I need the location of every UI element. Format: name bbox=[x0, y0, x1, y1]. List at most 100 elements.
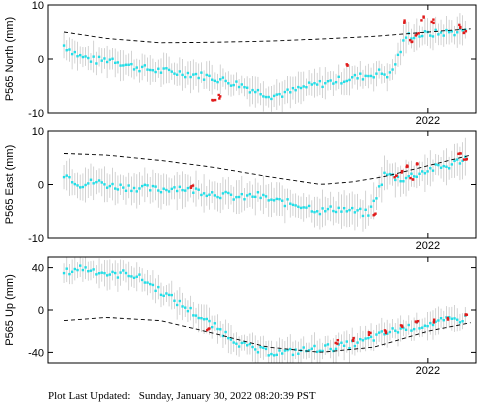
up-recent-point bbox=[446, 318, 450, 321]
north-daily-point bbox=[294, 88, 297, 92]
up-daily-point bbox=[114, 271, 117, 275]
north-model-curve bbox=[63, 28, 471, 44]
up-daily-point bbox=[286, 348, 289, 352]
east-daily-point bbox=[87, 182, 90, 185]
up-recent-point bbox=[369, 331, 372, 335]
up-daily-point bbox=[334, 347, 338, 351]
east-daily-point bbox=[272, 199, 276, 202]
up-recent-point bbox=[206, 328, 209, 332]
north-daily-point bbox=[404, 36, 408, 39]
east-daily-point bbox=[313, 210, 316, 214]
up-daily-point bbox=[289, 347, 292, 351]
north-daily-point bbox=[299, 86, 303, 90]
north-daily-point bbox=[461, 29, 464, 32]
up-panel: -40 0 40 2022 P565 Up (mm) bbox=[4, 256, 477, 377]
up-daily-point bbox=[235, 342, 238, 345]
north-recent-point bbox=[464, 30, 468, 33]
north-error-bars bbox=[63, 13, 466, 113]
east-daily-point bbox=[426, 170, 429, 173]
north-daily-point bbox=[410, 37, 413, 40]
east-recent-point bbox=[372, 214, 375, 217]
north-daily-point bbox=[439, 31, 443, 34]
east-daily-point bbox=[119, 183, 122, 186]
east-daily-point bbox=[130, 189, 133, 193]
up-recent-point bbox=[367, 333, 371, 336]
north-daily-point bbox=[337, 75, 340, 79]
up-daily-point bbox=[157, 285, 160, 289]
east-daily-point bbox=[275, 197, 278, 201]
east-daily-point bbox=[356, 209, 359, 212]
north-daily-point bbox=[437, 33, 440, 36]
up-daily-point bbox=[445, 316, 448, 319]
north-daily-point bbox=[377, 68, 381, 71]
plot-last-updated: Plot Last Updated: Sunday, January 30, 2… bbox=[48, 390, 316, 402]
up-recent-point bbox=[351, 339, 355, 343]
up-daily-point bbox=[213, 322, 217, 325]
north-daily-point bbox=[412, 36, 416, 40]
east-daily-point bbox=[429, 167, 432, 170]
north-daily-point bbox=[391, 68, 394, 71]
east-daily-point bbox=[315, 210, 319, 213]
up-daily-point bbox=[302, 346, 305, 349]
up-recent-point bbox=[336, 338, 340, 342]
east-daily-point bbox=[167, 190, 171, 193]
east-daily-point bbox=[70, 181, 74, 184]
north-daily-point bbox=[388, 71, 392, 74]
up-daily-point bbox=[256, 351, 260, 354]
north-daily-point bbox=[81, 55, 85, 59]
east-daily-point bbox=[337, 206, 340, 210]
east-daily-point bbox=[442, 164, 445, 168]
up-ytick-label: -40 bbox=[28, 347, 44, 359]
east-daily-point bbox=[377, 185, 381, 188]
up-daily-point bbox=[68, 272, 71, 276]
north-daily-point bbox=[418, 35, 421, 38]
east-daily-point bbox=[165, 188, 168, 192]
east-daily-point bbox=[159, 191, 163, 194]
up-daily-point bbox=[429, 321, 432, 325]
up-daily-point bbox=[437, 319, 440, 322]
up-recent-points bbox=[206, 313, 469, 345]
north-daily-point bbox=[270, 97, 273, 101]
north-daily-point bbox=[138, 69, 141, 73]
up-daily-point bbox=[254, 348, 257, 351]
east-daily-point bbox=[383, 171, 386, 175]
up-daily-point bbox=[84, 266, 87, 269]
up-daily-point bbox=[407, 323, 410, 327]
up-daily-point bbox=[399, 327, 402, 330]
east-recent-point bbox=[409, 176, 412, 180]
up-daily-point bbox=[251, 345, 254, 349]
east-daily-point bbox=[227, 191, 230, 195]
east-daily-point bbox=[154, 185, 157, 188]
east-daily-point bbox=[283, 204, 287, 208]
up-daily-point bbox=[208, 319, 211, 323]
east-ylabel: P565 East (mm) bbox=[4, 145, 16, 224]
east-daily-point bbox=[79, 186, 82, 189]
north-recent-point bbox=[403, 19, 406, 22]
north-daily-point bbox=[364, 74, 367, 78]
up-daily-point bbox=[146, 281, 149, 284]
north-daily-point bbox=[205, 73, 208, 77]
east-daily-point bbox=[307, 204, 311, 208]
north-daily-point bbox=[369, 74, 373, 78]
east-daily-point bbox=[423, 172, 427, 175]
north-daily-point bbox=[173, 72, 176, 75]
north-daily-point bbox=[380, 72, 384, 75]
east-daily-point bbox=[213, 194, 217, 197]
east-recent-point bbox=[465, 158, 468, 161]
north-daily-point bbox=[224, 79, 227, 83]
north-daily-point bbox=[76, 54, 79, 58]
north-daily-point bbox=[140, 65, 144, 69]
north-daily-point bbox=[143, 64, 147, 67]
up-daily-point bbox=[375, 333, 378, 336]
up-recent-point bbox=[416, 319, 420, 323]
north-daily-point bbox=[146, 68, 149, 71]
up-daily-point bbox=[97, 272, 101, 275]
north-daily-point bbox=[259, 93, 262, 96]
up-recent-point bbox=[207, 327, 210, 331]
up-daily-point bbox=[412, 327, 416, 331]
east-recent-point bbox=[400, 170, 404, 173]
north-daily-point bbox=[332, 82, 335, 85]
up-daily-point bbox=[280, 352, 284, 355]
east-daily-point bbox=[162, 187, 165, 190]
up-daily-point bbox=[122, 269, 125, 272]
